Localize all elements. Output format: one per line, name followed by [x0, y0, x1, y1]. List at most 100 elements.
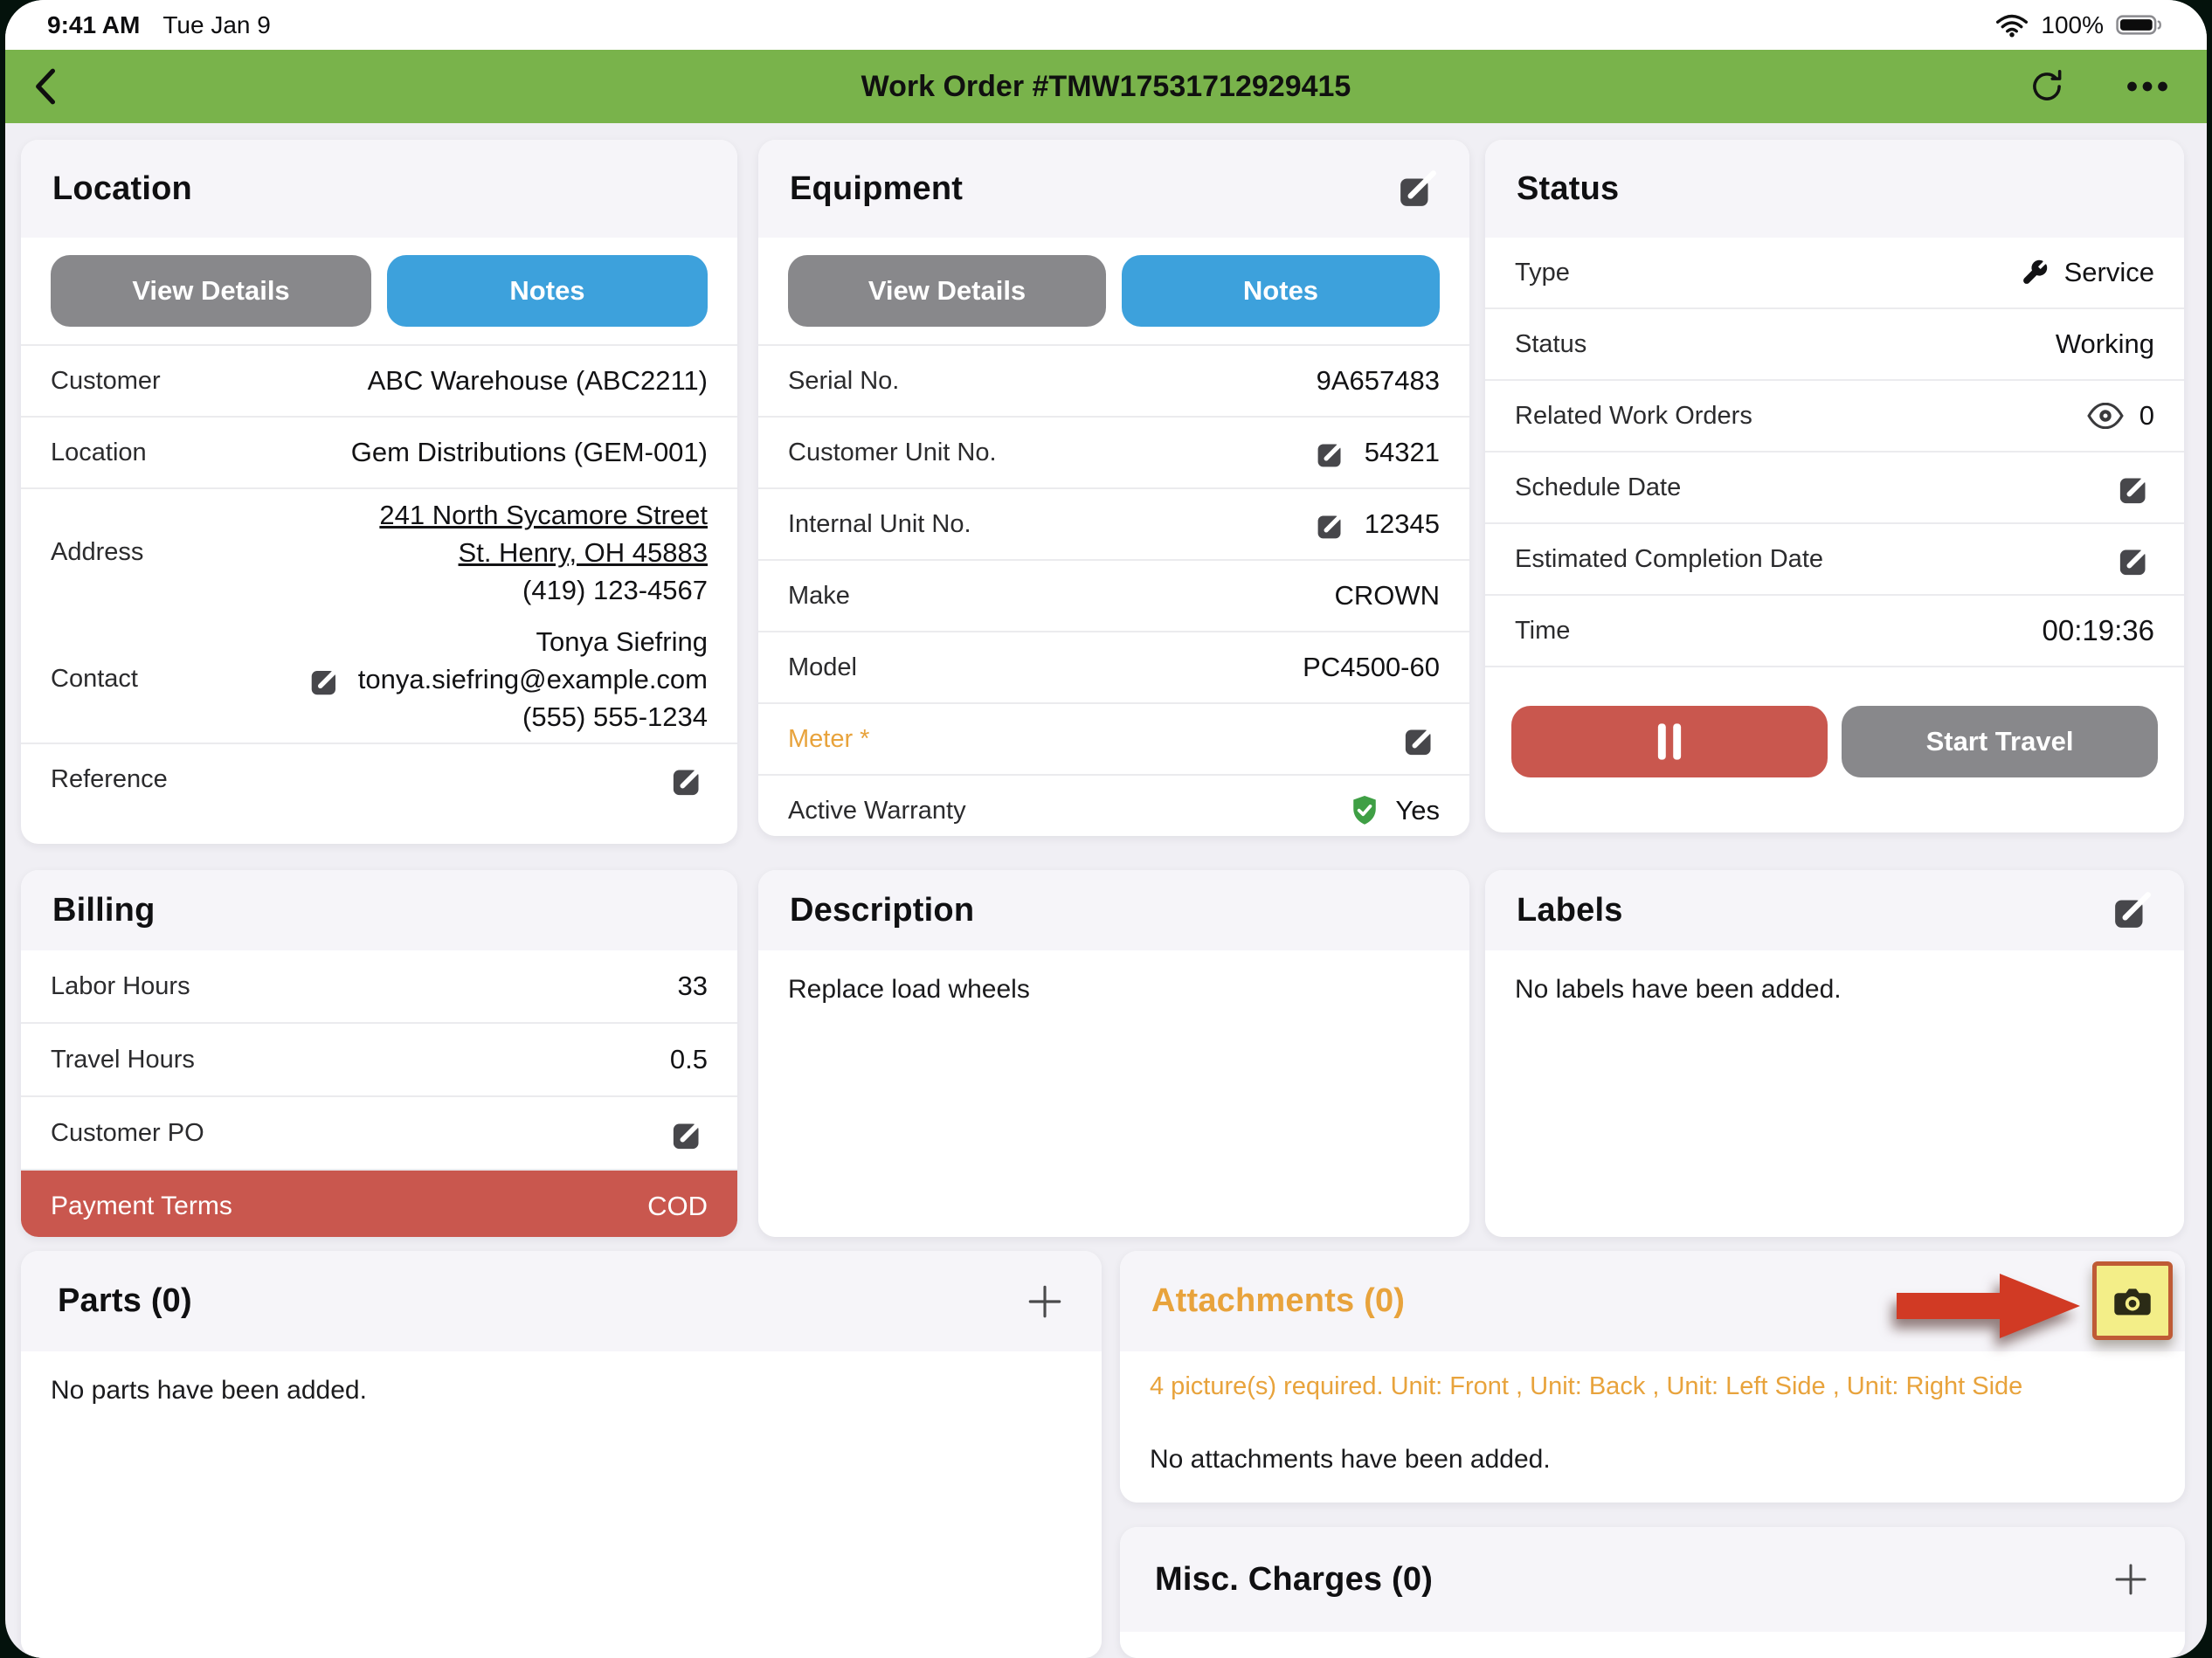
status-value: Working: [2055, 328, 2154, 359]
model-value: PC4500-60: [1303, 652, 1440, 682]
misc-charges-title: Misc. Charges (0): [1155, 1560, 1434, 1598]
internal-unit-row: Internal Unit No. 12345: [758, 489, 1469, 561]
customer-po-row: Customer PO: [21, 1097, 737, 1171]
status-bar: 9:41 AM Tue Jan 9 100%: [5, 0, 2207, 50]
payment-terms-row[interactable]: Payment Terms COD: [21, 1171, 737, 1237]
description-text: Replace load wheels: [788, 975, 1030, 1004]
attachments-title: Attachments (0): [1151, 1282, 1406, 1319]
parts-title: Parts (0): [58, 1282, 192, 1319]
internal-unit-edit-icon[interactable]: [1316, 508, 1349, 541]
make-row: Make CROWN: [758, 561, 1469, 632]
annotation-arrow-icon: [1897, 1270, 2082, 1342]
location-title: Location: [52, 169, 192, 207]
labels-title: Labels: [1517, 891, 1623, 929]
schedule-date-row: Schedule Date: [1485, 452, 2184, 524]
location-row: Location Gem Distributions (GEM-001): [21, 418, 737, 489]
schedule-date-edit-icon[interactable]: [2118, 469, 2154, 506]
meter-row: Meter *: [758, 704, 1469, 776]
start-travel-button[interactable]: Start Travel: [1842, 706, 2158, 777]
address-row: Address 241 North Sycamore Street St. He…: [21, 489, 737, 616]
eye-icon[interactable]: [2087, 402, 2124, 430]
type-row: Type Service: [1485, 238, 2184, 309]
model-row: Model PC4500-60: [758, 632, 1469, 704]
refresh-icon[interactable]: [2027, 66, 2067, 107]
clock-time: 9:41 AM: [47, 10, 141, 38]
nav-bar: Work Order #TMW17531712929415: [5, 50, 2207, 123]
related-count: 0: [2139, 400, 2154, 431]
description-card-header: Description: [758, 870, 1469, 950]
payment-terms-value: COD: [647, 1191, 708, 1221]
camera-button[interactable]: [2092, 1261, 2173, 1340]
more-menu-icon[interactable]: [2125, 80, 2170, 93]
clock-date: Tue Jan 9: [162, 10, 271, 38]
location-card-header: Location: [21, 140, 737, 238]
labels-edit-icon[interactable]: [2112, 890, 2153, 930]
location-notes-button[interactable]: Notes: [387, 255, 708, 327]
warranty-row: Active Warranty Yes: [758, 776, 1469, 836]
equipment-card-header: Equipment: [758, 140, 1469, 238]
misc-charges-card-header: Misc. Charges (0): [1120, 1527, 2185, 1632]
page-title: Work Order #TMW17531712929415: [861, 69, 1351, 103]
location-card: Location View Details Notes Customer ABC…: [21, 140, 737, 844]
related-work-orders-row: Related Work Orders 0: [1485, 381, 2184, 452]
customer-row: Customer ABC Warehouse (ABC2211): [21, 346, 737, 418]
parts-card-header: Parts (0): [21, 1251, 1102, 1351]
address-street-link[interactable]: 241 North Sycamore Street: [379, 500, 708, 530]
contact-row: Contact Tonya Siefring tonya.siefring@ex…: [21, 616, 737, 744]
estimated-completion-edit-icon[interactable]: [2118, 541, 2154, 577]
equipment-view-details-button[interactable]: View Details: [788, 255, 1106, 327]
add-misc-charge-button[interactable]: [2112, 1560, 2150, 1599]
address-city-link[interactable]: St. Henry, OH 45883: [458, 537, 708, 568]
customer-po-edit-icon[interactable]: [671, 1115, 708, 1151]
location-value: Gem Distributions (GEM-001): [350, 437, 708, 467]
wifi-icon: [1995, 13, 2029, 38]
equipment-title: Equipment: [790, 169, 964, 207]
equipment-card: Equipment View Details Notes Serial No. …: [758, 140, 1469, 836]
meter-edit-icon[interactable]: [1403, 721, 1440, 757]
equipment-notes-button[interactable]: Notes: [1122, 255, 1440, 327]
customer-value: ABC Warehouse (ABC2211): [367, 365, 708, 396]
location-view-details-button[interactable]: View Details: [51, 255, 371, 327]
description-title: Description: [790, 891, 975, 929]
parts-empty-text: No parts have been added.: [51, 1376, 367, 1405]
pause-button[interactable]: [1511, 706, 1828, 777]
back-button[interactable]: [31, 50, 58, 123]
labels-empty-text: No labels have been added.: [1515, 975, 1842, 1004]
attachments-required-text: 4 picture(s) required. Unit: Front , Uni…: [1150, 1372, 2023, 1400]
attachments-card: Attachments (0) 4 picture(s) required. U…: [1120, 1251, 2185, 1503]
billing-title: Billing: [52, 891, 156, 929]
travel-hours-value: 0.5: [669, 1044, 708, 1074]
estimated-completion-row: Estimated Completion Date: [1485, 524, 2184, 596]
wrench-icon: [2021, 259, 2049, 287]
timer-value: 00:19:36: [2042, 614, 2154, 646]
billing-card-header: Billing: [21, 870, 737, 950]
status-card-header: Status: [1485, 140, 2184, 238]
reference-edit-icon[interactable]: [671, 761, 708, 798]
customer-unit-edit-icon[interactable]: [1316, 436, 1349, 469]
status-title: Status: [1517, 169, 1620, 207]
customer-unit-row: Customer Unit No. 54321: [758, 418, 1469, 489]
make-value: CROWN: [1334, 580, 1440, 611]
type-value: Service: [2063, 257, 2154, 287]
internal-unit-value: 12345: [1364, 508, 1440, 539]
app-screen: 9:41 AM Tue Jan 9 100%: [5, 0, 2207, 1658]
contact-edit-icon[interactable]: [309, 662, 344, 697]
equipment-edit-icon[interactable]: [1398, 169, 1438, 209]
travel-hours-row: Travel Hours 0.5: [21, 1024, 737, 1097]
address-phone: (419) 123-4567: [522, 575, 708, 605]
description-card: Description Replace load wheels: [758, 870, 1469, 1237]
shield-check-icon: [1350, 794, 1379, 827]
reference-row: Reference: [21, 744, 737, 814]
labels-card-header: Labels: [1485, 870, 2184, 950]
add-part-button[interactable]: [1025, 1281, 1065, 1322]
time-row: Time 00:19:36: [1485, 596, 2184, 667]
contact-phone: (555) 555-1234: [522, 701, 708, 732]
serial-value: 9A657483: [1316, 365, 1440, 396]
labels-card: Labels No labels have been added.: [1485, 870, 2184, 1237]
serial-row: Serial No. 9A657483: [758, 346, 1469, 418]
battery-icon: [2116, 13, 2165, 37]
contact-name: Tonya Siefring: [536, 626, 708, 657]
warranty-value: Yes: [1395, 795, 1440, 826]
contact-email[interactable]: tonya.siefring@example.com: [357, 664, 708, 694]
